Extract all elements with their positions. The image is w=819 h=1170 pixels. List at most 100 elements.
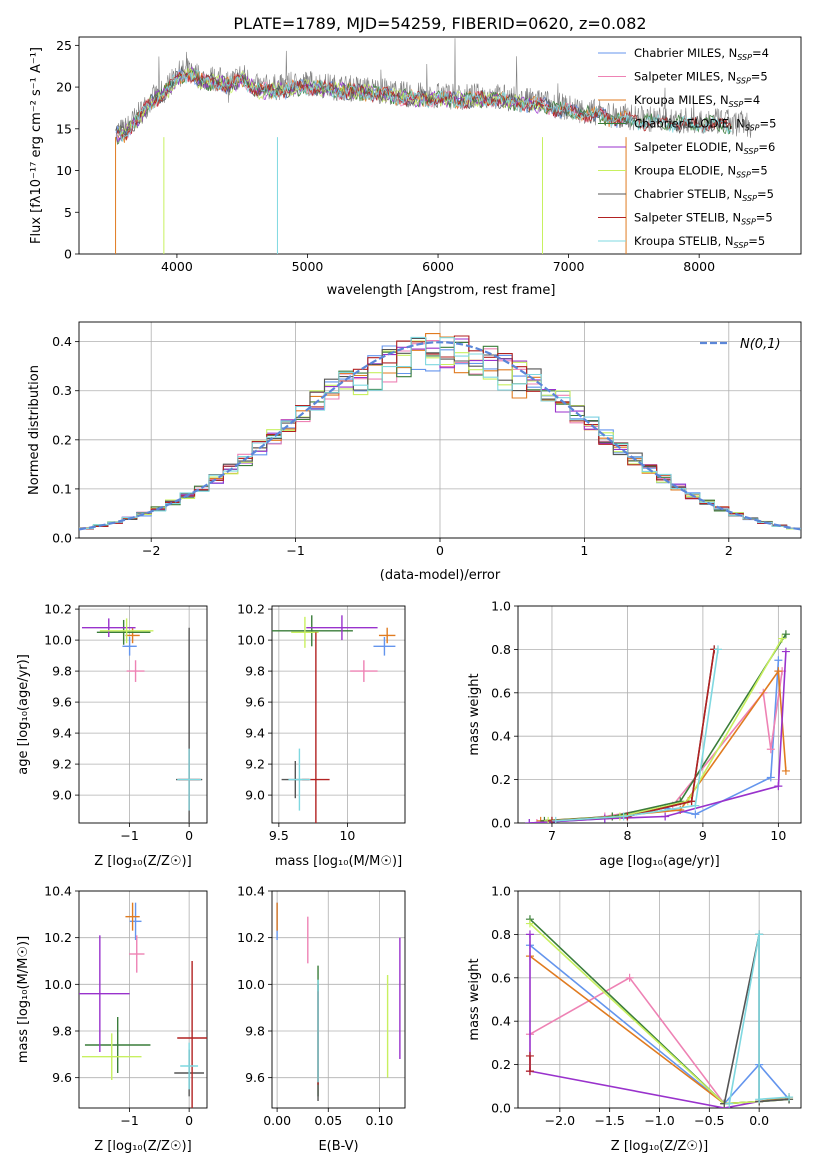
axes-frame: [78, 605, 208, 824]
y-tick-label: 10.0: [237, 633, 265, 648]
y-tick-label: 10.4: [237, 884, 265, 899]
weight-marker: [551, 816, 560, 823]
weight-line: [529, 651, 787, 823]
error-bar-point: [125, 902, 140, 931]
residual-histogram: [79, 336, 801, 529]
y-axis-label: mass [log₁₀(M/M☉)]: [16, 936, 31, 1063]
x-axis-label: (data-model)/error: [380, 568, 501, 583]
x-tick-label: 1: [580, 543, 588, 558]
weight-marker: [766, 773, 775, 782]
age_vs_Z-axes: −1 0 9.0 9.2 9.4 9.6 9.8 10.0 10.2: [44, 602, 208, 843]
error-bar-point: [291, 616, 319, 648]
weight-line: [529, 976, 760, 1105]
model-spectrum: [117, 67, 543, 136]
x-tick-label: 0: [185, 1113, 193, 1128]
y-tick-label: 9.6: [245, 1070, 265, 1085]
legend-label: Salpeter ELODIE, NSSP=6: [634, 140, 775, 156]
y-tick-label: 1.0: [491, 599, 511, 614]
y-tick-label: 0.4: [491, 729, 511, 744]
x-tick-label: −1.0: [644, 1113, 674, 1128]
x-tick-label: 4000: [161, 259, 193, 274]
x-axis-label: Z [log₁₀(Z/Z☉)]: [94, 1139, 191, 1154]
legend-label: Kroupa STELIB, NSSP=5: [634, 234, 765, 250]
y-tick-label: 0.2: [52, 432, 72, 447]
weight-marker: [525, 930, 534, 939]
y-tick-label: 0.8: [491, 927, 511, 942]
y-tick-label: 0.4: [491, 1014, 511, 1029]
weight-marker: [725, 1099, 734, 1108]
y-tick-label: 10.0: [44, 977, 72, 992]
weight-line: [536, 670, 783, 823]
weight-marker: [755, 1095, 764, 1104]
figure-title: PLATE=1789, MJD=54259, FIBERID=0620, z=0…: [233, 14, 646, 33]
x-tick-label: −1: [286, 543, 304, 558]
age_vs_Z-plot: [81, 618, 203, 823]
x-tick-label: 10: [339, 828, 355, 843]
axes-frame: [271, 890, 406, 1109]
y-tick-label: 0.1: [52, 481, 72, 496]
error-bar-point: [96, 619, 151, 645]
mass_vs_ebv-axes: 0.00 0.05 0.10 9.6 9.8 10.0 10.2 10.4: [237, 884, 406, 1128]
mass_vs_ebv-plot: [276, 902, 401, 1101]
weight-marker: [619, 812, 628, 821]
y-tick-label: 9.6: [52, 695, 72, 710]
x-tick-label: 7: [548, 828, 556, 843]
x-axis-label: wavelength [Angstrom, rest frame]: [327, 283, 556, 298]
y-tick-label: 0: [64, 247, 72, 262]
x-tick-label: 0: [436, 543, 444, 558]
weight-marker: [625, 973, 634, 982]
legend-label: Kroupa ELODIE, NSSP=5: [634, 164, 768, 180]
x-tick-label: 0.10: [366, 1113, 394, 1128]
error-bar-point: [125, 627, 140, 644]
error-bar-point: [99, 618, 154, 644]
weight-marker: [774, 667, 783, 676]
spectrum-plot: [115, 38, 752, 254]
error-bar-point: [129, 935, 145, 973]
legend-label: Salpeter STELIB, NSSP=5: [634, 211, 773, 227]
x-tick-label: 8000: [683, 259, 715, 274]
y-tick-label: 10.2: [237, 602, 265, 617]
axes-frame: [78, 321, 802, 539]
x-tick-label: −1: [120, 828, 138, 843]
y-tick-label: 9.0: [52, 788, 72, 803]
weight_vs_Z-axes: −2.0 −1.5 −1.0 −0.5 0.0 0.0 0.2 0.4 0.6 0.8 1.0: [491, 884, 802, 1128]
y-tick-label: 9.6: [52, 1070, 72, 1085]
error-bar-point: [122, 637, 137, 656]
y-tick-label: 0.2: [491, 1057, 511, 1072]
x-tick-label: 9: [699, 828, 707, 843]
x-axis-label: mass [log₁₀(M/M☉)]: [275, 854, 402, 869]
legend-label: N(0,1): [740, 337, 781, 352]
y-tick-label: 0.2: [491, 772, 511, 787]
weight-line: [544, 633, 787, 822]
legend-label: Chabrier STELIB, NSSP=5: [634, 187, 774, 203]
y-axis-label: mass weight: [467, 673, 482, 755]
x-axis-label: Z [log₁₀(Z/Z☉)]: [611, 1139, 708, 1154]
error-bar-point: [126, 660, 145, 682]
error-bar-point: [79, 935, 130, 1052]
weight_vs_age-plot: [525, 630, 790, 823]
y-tick-label: 10.0: [44, 633, 72, 648]
axes-frame: [517, 890, 802, 1109]
weight-marker: [785, 1093, 794, 1102]
y-tick-label: 5: [64, 205, 72, 220]
mass_vs_Z-axes: −1 0 9.6 9.8 10.0 10.2 10.4: [44, 884, 208, 1128]
weight-marker: [525, 1051, 534, 1060]
x-tick-label: 0: [185, 828, 193, 843]
weight-marker: [713, 645, 722, 654]
error-bar-point: [81, 618, 136, 637]
mass_vs_Z-plot: [79, 902, 207, 1108]
axes-frame: [78, 890, 208, 1109]
weight-marker: [525, 919, 534, 928]
y-tick-label: 10: [56, 163, 72, 178]
spectrum-axes: 4000 5000 6000 7000 8000 0 5 10 15 20 25: [56, 36, 802, 274]
axes-frame: [271, 605, 406, 824]
y-tick-label: 0.6: [491, 685, 511, 700]
weight-marker: [755, 930, 764, 939]
x-tick-label: 0.0: [749, 1113, 769, 1128]
x-tick-label: 5000: [292, 259, 324, 274]
y-tick-label: 25: [56, 38, 72, 53]
y-axis-label: Normed distribution: [27, 365, 42, 495]
weight-line: [728, 934, 790, 1104]
weight-marker: [691, 801, 700, 810]
x-tick-label: 8: [623, 828, 631, 843]
